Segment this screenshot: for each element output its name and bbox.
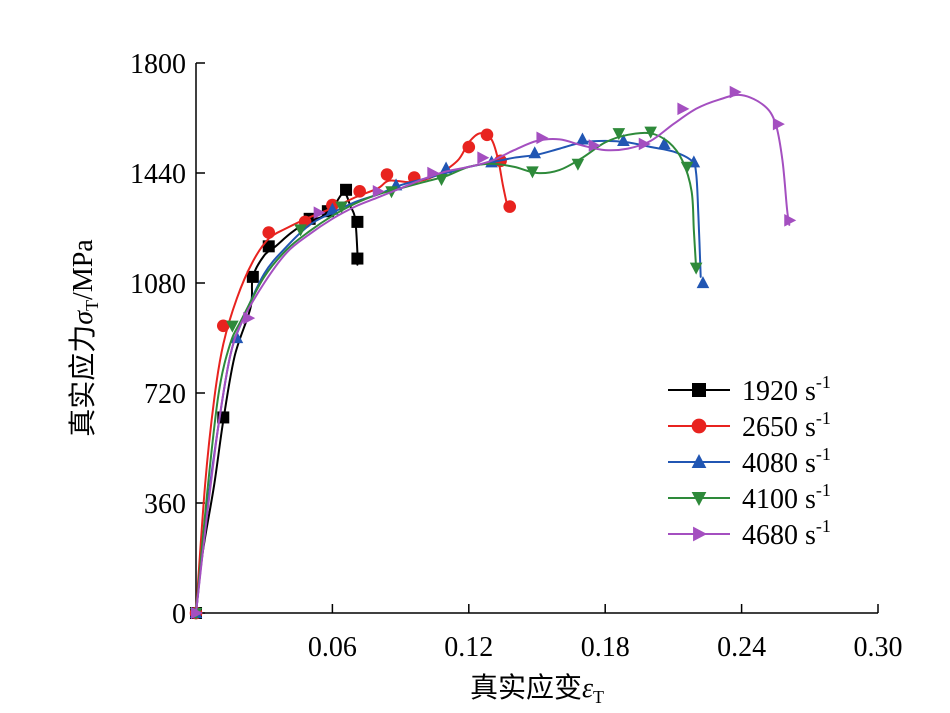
legend-item: 4680 s-1 xyxy=(668,516,831,551)
data-point xyxy=(526,166,539,179)
legend-label-text: 4680 s xyxy=(742,520,816,551)
legend-marker xyxy=(691,492,707,507)
legend-label: 2650 s-1 xyxy=(742,408,831,443)
x-tick-label: 0.30 xyxy=(854,632,903,663)
y-tick-label: 1800 xyxy=(130,49,186,80)
legend-marker xyxy=(691,418,707,434)
data-point xyxy=(462,140,476,154)
legend-label-superscript: -1 xyxy=(816,444,831,464)
y-tick-label: 720 xyxy=(144,379,186,410)
legend-item: 4080 s-1 xyxy=(668,444,831,479)
data-point xyxy=(658,137,671,150)
data-point xyxy=(503,200,517,213)
axes xyxy=(195,63,878,614)
data-point xyxy=(477,151,490,165)
y-tick-label: 360 xyxy=(144,489,186,520)
data-point xyxy=(612,128,626,141)
data-point xyxy=(480,128,494,142)
data-point xyxy=(216,319,230,333)
data-point xyxy=(617,134,630,147)
data-point xyxy=(427,166,440,180)
data-point xyxy=(644,126,657,139)
legend-label-text: 2650 s xyxy=(742,412,816,443)
data-point xyxy=(243,311,256,325)
legend-marker xyxy=(693,526,708,542)
legend-label-superscript: -1 xyxy=(816,480,831,500)
legend-label: 4080 s-1 xyxy=(742,444,831,479)
x-axis-label: 真实应变 xyxy=(470,671,582,704)
series-line xyxy=(195,191,359,614)
data-point xyxy=(190,606,203,620)
y-axis-unit: /MPa xyxy=(68,239,99,300)
legend-item: 1920 s-1 xyxy=(668,372,831,407)
data-point xyxy=(680,161,694,174)
legend-label: 4100 s-1 xyxy=(742,480,831,515)
data-point xyxy=(677,102,690,116)
x-tick-label: 0.12 xyxy=(444,632,493,663)
data-point xyxy=(638,137,651,151)
data-point xyxy=(696,276,710,289)
y-axis-symbol: σ xyxy=(68,310,99,325)
y-tick-label: 1080 xyxy=(130,269,186,300)
y-axis-label: 真实应力 xyxy=(66,325,99,437)
data-point xyxy=(340,183,353,196)
ticks: 0 360 720 1080 1440 1800 0.06 0.12 0.18 0.24 0.30 xyxy=(130,49,903,663)
x-tick-label: 0.06 xyxy=(308,632,357,663)
y-axis-title: 真实应力σT/MPa xyxy=(66,239,102,437)
series-4 xyxy=(189,126,703,620)
x-tick-label: 0.18 xyxy=(581,632,630,663)
data-point xyxy=(262,226,276,239)
data-point xyxy=(588,139,601,152)
x-axis-symbol: ε xyxy=(582,673,593,704)
y-tick-label: 0 xyxy=(172,599,186,630)
data-point xyxy=(372,185,385,198)
legend-label-superscript: -1 xyxy=(816,408,831,428)
series-5 xyxy=(190,85,797,620)
data-point xyxy=(380,168,394,181)
data-point xyxy=(246,270,259,283)
legend-item: 4100 s-1 xyxy=(668,480,831,515)
series-3 xyxy=(189,132,710,619)
series-line xyxy=(195,139,702,614)
x-axis-subscript: T xyxy=(593,687,604,707)
legend-label-text: 1920 s xyxy=(742,376,816,407)
data-point xyxy=(351,252,364,265)
data-point xyxy=(226,320,239,333)
legend-label-text: 4080 s xyxy=(742,448,816,479)
data-point xyxy=(528,146,542,159)
data-point xyxy=(536,131,549,145)
series xyxy=(189,85,797,620)
data-point xyxy=(335,201,348,214)
data-point xyxy=(353,185,366,198)
x-tick-label: 0.24 xyxy=(717,632,766,663)
series-1 xyxy=(190,183,364,619)
data-point xyxy=(435,174,448,187)
data-point xyxy=(772,117,785,131)
y-tick-label: 1440 xyxy=(130,159,186,190)
data-point xyxy=(326,202,339,215)
data-point xyxy=(729,85,742,99)
data-point xyxy=(571,158,585,171)
legend-label-superscript: -1 xyxy=(816,372,831,392)
data-point xyxy=(294,224,307,237)
data-point xyxy=(351,215,364,228)
data-point xyxy=(784,214,797,227)
legend-label-text: 4100 s xyxy=(742,484,816,515)
legend-marker xyxy=(691,453,707,468)
legend-item: 2650 s-1 xyxy=(668,408,831,443)
data-point xyxy=(689,262,703,275)
legend-marker xyxy=(692,383,706,397)
data-point xyxy=(576,132,589,145)
legend-label-superscript: -1 xyxy=(816,516,831,536)
series-line xyxy=(195,131,698,614)
legend-label: 4680 s-1 xyxy=(742,516,831,551)
x-axis-title: 真实应变εT xyxy=(470,671,604,707)
data-point xyxy=(313,206,326,220)
series-line xyxy=(195,93,791,614)
y-axis-subscript: T xyxy=(82,300,102,311)
legend-label: 1920 s-1 xyxy=(742,372,831,407)
